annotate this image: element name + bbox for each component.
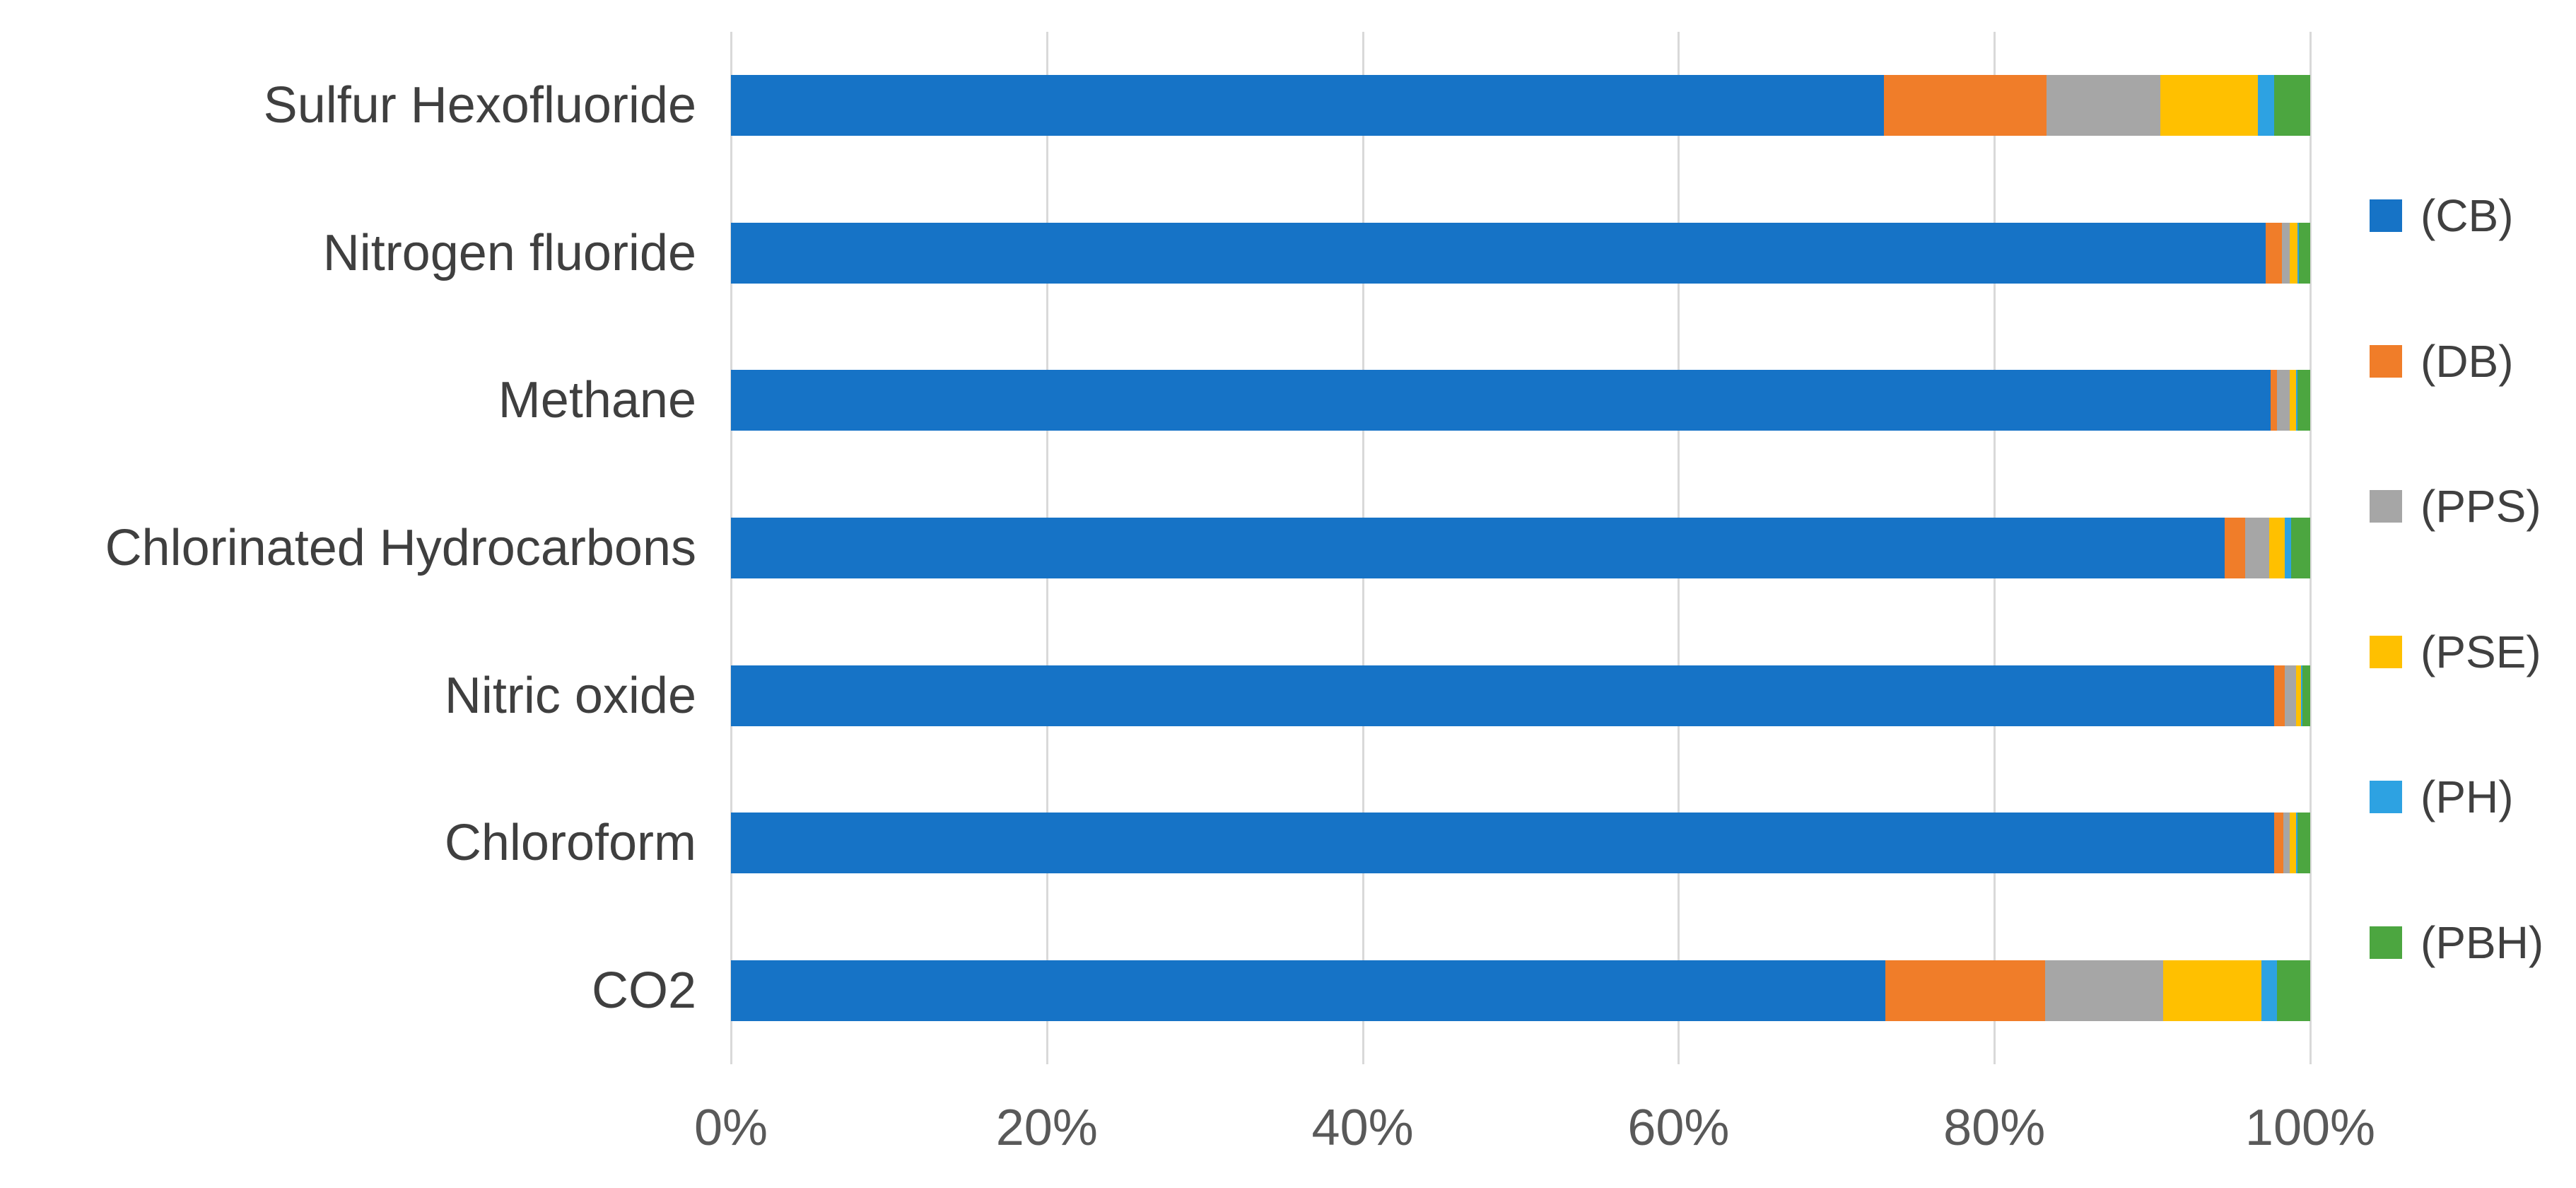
bar-segment-cb: [731, 222, 2266, 284]
bar-row: [731, 370, 2310, 431]
bar-segment-pps: [2283, 813, 2290, 874]
gridline: [2309, 32, 2312, 1064]
legend-label: (PPS): [2420, 481, 2541, 532]
x-tick-label: 80%: [1943, 1100, 2046, 1156]
legend-swatch-db: [2370, 344, 2402, 378]
bar-segment-pps: [2245, 518, 2269, 578]
bar-row: [731, 813, 2310, 874]
bar-segment-db: [2273, 813, 2283, 874]
category-labels: Sulfur Hexofluoride Nitrogen fluoride Meth…: [0, 32, 696, 1064]
bar-row: [731, 518, 2310, 578]
bar-segment-pse: [2268, 518, 2285, 578]
category-label: CO2: [591, 962, 696, 1019]
bar-segment-cb: [731, 370, 2271, 431]
bar-segment-pbh: [2291, 518, 2310, 578]
category-label: Sulfur Hexofluoride: [263, 77, 696, 134]
bar-segment-cb: [731, 665, 2274, 726]
category-label: Methane: [498, 372, 696, 429]
bar-segment-pbh: [2299, 222, 2310, 284]
bar-segment-cb: [731, 75, 1884, 136]
x-tick-label: 20%: [995, 1100, 1098, 1156]
bar-row: [731, 665, 2310, 726]
bar-segment-pse: [2163, 960, 2261, 1021]
legend: (CB) (DB) (PPS) (PSE) (PH) (PBH): [2370, 0, 2576, 1188]
legend-label: (CB): [2420, 190, 2514, 241]
bar-segment-ph: [2297, 222, 2300, 284]
bar-segment-pbh: [2273, 75, 2310, 136]
legend-swatch-pse: [2370, 635, 2402, 668]
legend-label: (PH): [2420, 771, 2514, 823]
category-label: Nitric oxide: [444, 667, 696, 724]
legend-item-ph: (PH): [2370, 772, 2514, 822]
legend-label: (DB): [2420, 335, 2514, 387]
bar-segment-db: [2271, 370, 2278, 431]
bar-segment-ph: [2300, 665, 2302, 726]
bar-segment-cb: [731, 960, 1886, 1021]
bar-segment-cb: [731, 813, 2274, 874]
bar-segment-cb: [731, 518, 2225, 578]
legend-swatch-pbh: [2370, 926, 2402, 959]
bar-segment-pps: [2044, 960, 2164, 1021]
bar-segment-pps: [2277, 370, 2290, 431]
legend-swatch-pps: [2370, 490, 2402, 523]
bar-segment-db: [2273, 665, 2285, 726]
bar-segment-ph: [2285, 518, 2292, 578]
bar-segment-pbh: [2297, 813, 2310, 874]
bar-segment-db: [1885, 960, 2045, 1021]
bar-segment-pbh: [2277, 960, 2310, 1021]
legend-item-cb: (CB): [2370, 191, 2514, 240]
legend-item-pps: (PPS): [2370, 482, 2541, 531]
bar-row: [731, 222, 2310, 284]
legend-swatch-cb: [2370, 199, 2402, 232]
legend-swatch-ph: [2370, 781, 2402, 814]
bar-segment-ph: [2258, 75, 2274, 136]
x-tick-label: 40%: [1311, 1100, 1414, 1156]
category-label: Chlorinated Hydrocarbons: [105, 520, 696, 576]
x-tick-label: 100%: [2244, 1100, 2376, 1156]
bar-segment-db: [2225, 518, 2246, 578]
bar-segment-ph: [2295, 370, 2298, 431]
x-axis: 0% 20% 40% 60% 80% 100%: [0, 1089, 2576, 1174]
bar-segment-pse: [2289, 370, 2296, 431]
bar-row: [731, 75, 2310, 136]
bar-segment-pbh: [2297, 370, 2310, 431]
bar-segment-pps: [2046, 75, 2160, 136]
bar-segment-pse: [2295, 665, 2301, 726]
bar-row: [731, 960, 2310, 1021]
legend-item-db: (DB): [2370, 337, 2514, 386]
x-tick-label: 0%: [693, 1100, 768, 1156]
bar-segment-pps: [2285, 665, 2296, 726]
category-label: Nitrogen fluoride: [322, 224, 696, 281]
bar-segment-db: [2266, 222, 2282, 284]
bar-segment-pse: [2289, 222, 2298, 284]
legend-label: (PBH): [2420, 917, 2544, 968]
bar-segment-pse: [2289, 813, 2296, 874]
x-tick-label: 60%: [1627, 1100, 1730, 1156]
plot-area: [730, 32, 2312, 1064]
bar-segment-db: [1883, 75, 2047, 136]
bar-segment-pps: [2281, 222, 2290, 284]
category-label: Chloroform: [444, 815, 696, 872]
bar-segment-ph: [2261, 960, 2278, 1021]
bar-segment-ph: [2295, 813, 2298, 874]
legend-item-pbh: (PBH): [2370, 918, 2543, 967]
bar-segment-pse: [2160, 75, 2259, 136]
legend-item-pse: (PSE): [2370, 627, 2541, 677]
bar-segment-pbh: [2302, 665, 2310, 726]
legend-label: (PSE): [2420, 626, 2541, 677]
